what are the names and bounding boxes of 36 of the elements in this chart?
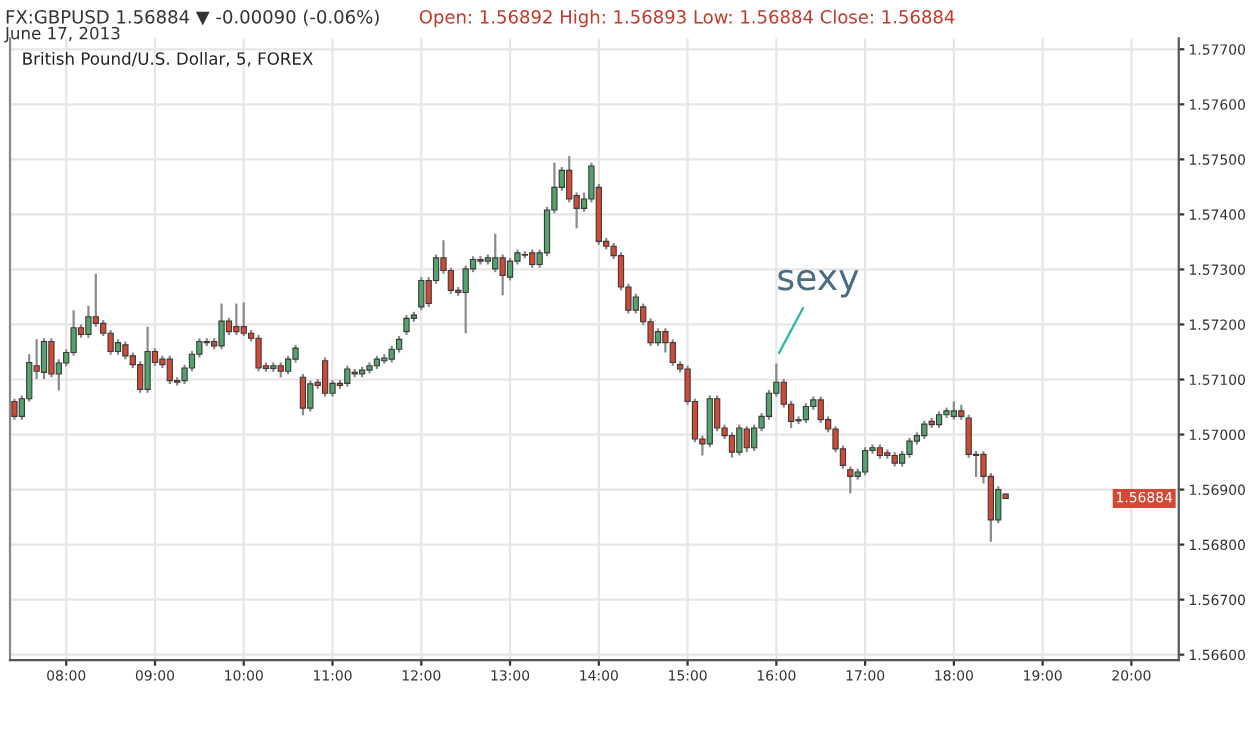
candlestick (92, 272, 99, 328)
candlestick (255, 333, 262, 373)
candlestick (566, 154, 573, 204)
candlestick (921, 419, 928, 441)
candlestick (950, 400, 958, 421)
candlestick (344, 364, 351, 388)
candlestick (40, 337, 48, 381)
candlestick (817, 395, 824, 425)
candlestick (736, 423, 743, 457)
candlestick (299, 372, 307, 417)
annotation: June 17, 2013 (4, 26, 120, 43)
candlestick (706, 394, 713, 449)
annotation: British Pound/U.S. Dollar, 5, FOREX (23, 51, 313, 67)
candlestick (906, 436, 913, 459)
candlestick (240, 301, 247, 338)
candlestick (307, 379, 314, 413)
candlestick (861, 446, 869, 477)
candlestick (166, 354, 173, 386)
candlestick (403, 314, 410, 337)
candlestick (743, 425, 750, 454)
candlestick (728, 431, 736, 459)
candlestick (847, 465, 854, 495)
candlestick (218, 302, 225, 351)
candlestick (529, 248, 536, 269)
candlestick (418, 276, 425, 312)
candlestick (321, 356, 329, 398)
annotation: sexy (778, 269, 859, 298)
candlestick (802, 402, 810, 425)
candlestick (462, 264, 469, 335)
candlestick (144, 325, 151, 394)
candlestick (492, 232, 499, 274)
candlestick (233, 302, 240, 337)
chart-title: FX:GBPUSD 1.56884 ▼ -0.00090 (-0.06%) (6, 9, 379, 26)
candlestick (107, 328, 114, 356)
chart-subtitle: Open: 1.56892 High: 1.56893 Low: 1.56884 Close: 1.56884 (419, 9, 955, 28)
candlestick (669, 338, 676, 367)
